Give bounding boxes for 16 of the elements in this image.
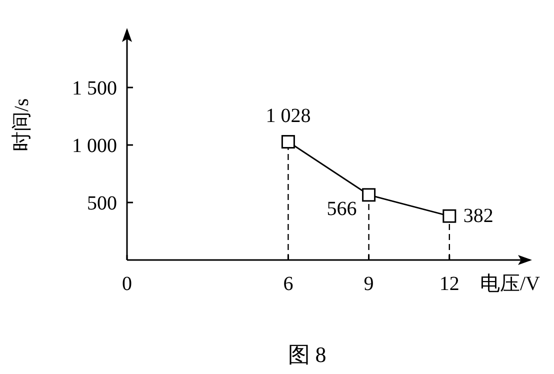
x-tick-label: 6: [283, 273, 294, 295]
point: [281, 135, 295, 149]
data-label: 382: [463, 205, 494, 228]
y-tick-label: 500: [87, 192, 117, 214]
y-axis-title: 时间/s: [11, 98, 33, 152]
point: [362, 188, 376, 202]
y-tick-label: 1 000: [72, 135, 117, 157]
x-tick-label: 9: [364, 273, 374, 295]
data-label: 566: [326, 198, 357, 220]
x-tick-label: 0: [122, 273, 132, 295]
x-axis-title: 电压/V: [480, 273, 541, 295]
point: [442, 209, 456, 223]
data-label: 1 028: [266, 104, 311, 127]
text: 图 8: [288, 342, 326, 367]
x-tick-label: 12: [439, 273, 460, 295]
y-tick-label: 1 500: [72, 78, 117, 100]
